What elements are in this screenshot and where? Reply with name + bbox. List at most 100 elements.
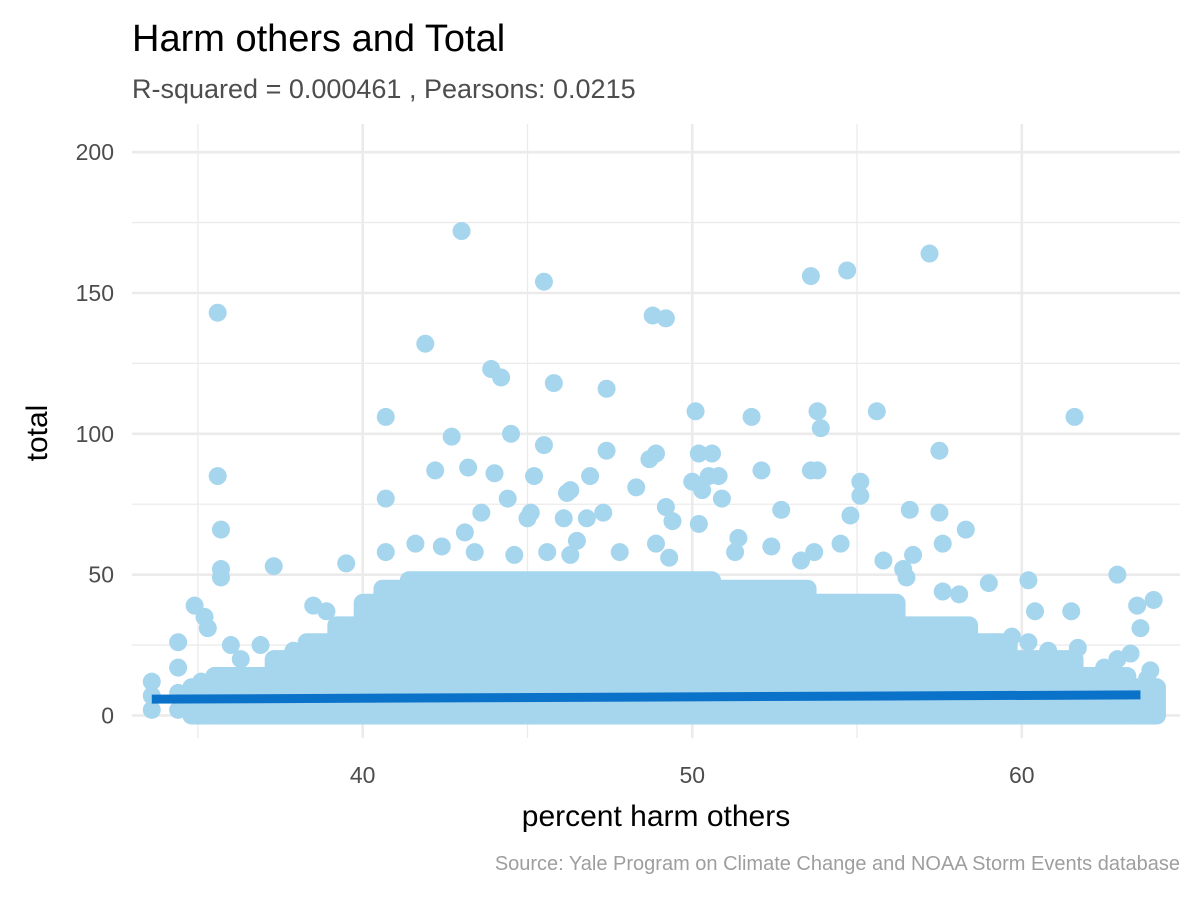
scatter-point — [851, 486, 870, 505]
scatter-point — [1138, 669, 1157, 688]
scatter-point — [851, 472, 870, 491]
scatter-point — [416, 334, 435, 353]
y-tick-label: 150 — [76, 280, 114, 306]
scatter-point — [597, 379, 616, 398]
scatter-point — [956, 520, 975, 539]
scatter-point — [693, 481, 712, 500]
scatter-point — [729, 529, 748, 548]
scatter-point — [1108, 565, 1127, 584]
scatter-point — [841, 506, 860, 525]
scatter-point — [1019, 633, 1038, 652]
fit-line-group — [151, 690, 1141, 704]
scatter-point — [900, 500, 919, 519]
scatter-point — [198, 619, 217, 638]
scatter-point — [1062, 602, 1081, 621]
scatter-point — [762, 537, 781, 556]
x-axis-ticks: 40 50 60 — [350, 762, 1035, 788]
scatter-point — [284, 641, 303, 660]
scatter-point — [1144, 590, 1163, 609]
scatter-point — [501, 424, 520, 443]
scatter-point — [567, 531, 586, 550]
y-tick-label: 100 — [76, 421, 114, 447]
scatter-point — [142, 700, 161, 719]
y-tick-label: 50 — [88, 562, 114, 588]
scatter-point — [268, 650, 287, 669]
scatter-point — [930, 441, 949, 460]
scatter-point — [1025, 602, 1044, 621]
scatter-point — [712, 489, 731, 508]
scatter-point — [485, 464, 504, 483]
scatter-point — [525, 467, 544, 486]
regression-line — [151, 690, 1141, 704]
scatter-point — [1019, 571, 1038, 590]
scatter-point — [594, 503, 613, 522]
scatter-point — [792, 551, 811, 570]
scatter-point — [208, 303, 227, 322]
scatter-point — [231, 650, 250, 669]
scatter-point — [983, 633, 1002, 652]
scatter-point — [647, 534, 665, 553]
scatter-point — [333, 616, 352, 635]
scatter-point — [597, 441, 616, 460]
scatter-point — [831, 534, 850, 553]
scatter-point — [663, 512, 682, 531]
scatter-point — [432, 537, 451, 556]
scatter-point — [709, 467, 728, 486]
scatter-point — [211, 568, 230, 587]
scatter-point — [442, 427, 461, 446]
scatter-point — [465, 543, 484, 562]
scatter-point — [808, 402, 827, 421]
scatter-point — [1002, 627, 1021, 646]
scatter-point — [689, 514, 708, 533]
scatter-point — [376, 489, 395, 508]
scatter-point — [452, 222, 471, 241]
scatter-point — [1039, 641, 1058, 660]
scatter-point — [376, 407, 395, 426]
scatter-point — [264, 557, 283, 576]
scatter-point — [1085, 672, 1104, 691]
scatter-point — [251, 636, 270, 655]
x-axis-title: percent harm others — [522, 800, 790, 833]
scatter-point — [627, 478, 646, 497]
scatter-point — [1128, 596, 1147, 615]
scatter-point — [610, 543, 629, 562]
scatter-point — [689, 444, 708, 463]
scatter-point — [801, 267, 820, 286]
scatter-point — [169, 633, 188, 652]
scatter-point — [317, 602, 336, 621]
scatter-point — [518, 509, 537, 528]
chart-subtitle: R-squared = 0.000461 , Pearsons: 0.0215 — [132, 74, 636, 104]
scatter-point — [169, 658, 188, 677]
x-tick-label: 40 — [350, 762, 376, 788]
scatter-point — [640, 450, 659, 469]
x-tick-label: 60 — [1009, 762, 1035, 788]
scatter-point — [960, 621, 979, 640]
scatter-point — [208, 467, 227, 486]
scatter-point — [1068, 638, 1087, 657]
y-tick-label: 0 — [101, 702, 114, 728]
scatter-point — [867, 402, 886, 421]
scatter-point — [505, 545, 524, 564]
scatter-point — [808, 461, 827, 480]
scatter-point — [660, 548, 679, 567]
scatter-point — [215, 667, 234, 686]
scatter-point — [1065, 407, 1084, 426]
scatter-point — [459, 458, 478, 477]
scatter-point — [406, 534, 425, 553]
scatter-point — [244, 667, 263, 686]
scatter-point — [904, 545, 923, 564]
scatter-point — [805, 543, 824, 562]
scatter-point — [534, 436, 553, 455]
scatter-point — [337, 554, 356, 573]
scatter-point — [169, 700, 188, 719]
scatter-point — [192, 672, 211, 691]
scatter-point — [534, 272, 553, 291]
y-axis-ticks: 0 50 100 150 200 — [76, 139, 114, 728]
scatter-point — [221, 636, 240, 655]
scatter-point — [544, 374, 563, 393]
scatter-point — [1095, 658, 1114, 677]
scatter-point — [1121, 644, 1140, 663]
scatter-point — [554, 509, 573, 528]
scatter-point — [897, 568, 916, 587]
scatter-point — [920, 244, 939, 263]
